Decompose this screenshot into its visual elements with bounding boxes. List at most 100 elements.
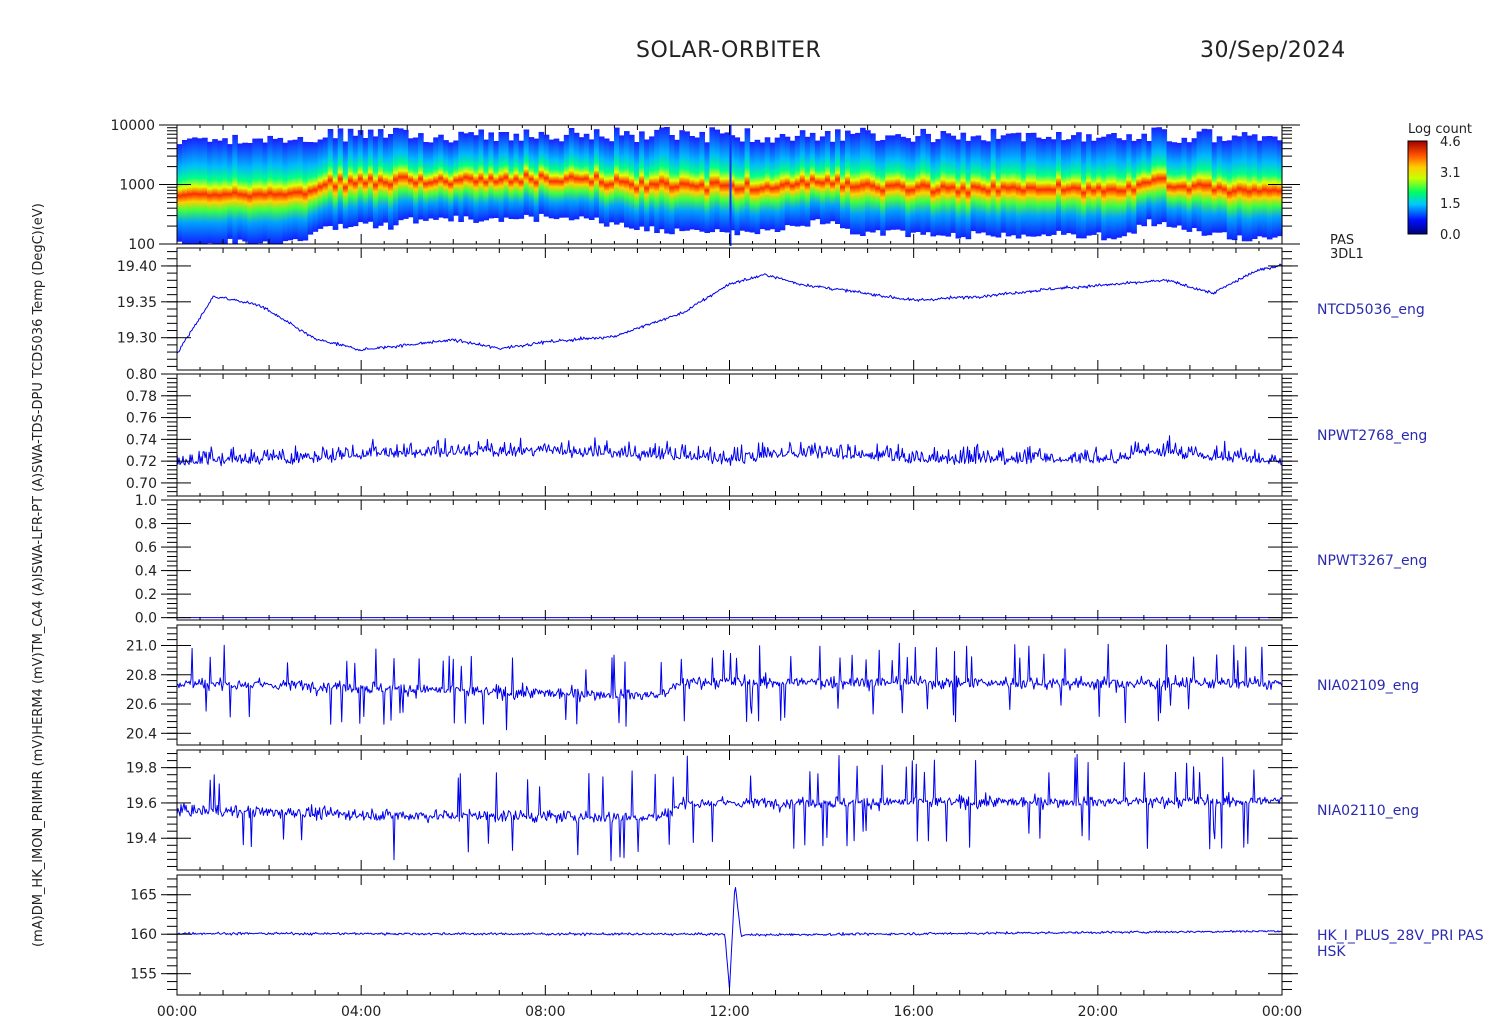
spectrogram-column [523,129,530,215]
spectrogram-column [1005,133,1012,237]
spectrogram-column [187,138,193,244]
spectrogram-column [337,128,344,224]
spectrogram-column [1126,134,1132,233]
x-tick-label: 08:00 [525,1004,565,1020]
spectrogram-column [1191,138,1198,228]
spectrogram-column [1226,140,1233,240]
spectrogram-column [478,129,484,222]
spectrogram-column [428,142,434,219]
spectrogram-column [925,133,931,233]
y-tick-label: 155 [130,967,157,983]
spectrogram-column [1020,141,1027,235]
y-tick-label: 21.0 [126,638,157,654]
spectrogram-column [990,128,997,237]
spectrogram-column [558,141,565,218]
spectrogram-column [900,136,906,231]
series-line-NPWT2768_eng [176,435,1283,467]
spectrogram-column [830,141,836,222]
spectrogram-column [272,138,278,244]
spectrogram-column [729,135,736,231]
spectrogram-column [177,144,183,242]
spectrogram-column [895,134,901,230]
spectrogram-column [1015,132,1022,239]
spectrogram-column [639,131,645,227]
spectrogram-column [649,136,655,227]
spectrogram-column [784,136,791,226]
x-tick-label: 00:00 [1262,1004,1302,1020]
spectrogram-column [217,140,223,244]
y-tick-label: 20.4 [126,726,157,742]
spectrogram-column [609,141,615,223]
spectrogram-column [563,134,570,218]
y-tick-label: 160 [130,927,157,943]
spectrogram-column [593,129,600,218]
spectrogram-column [1166,141,1173,227]
y-tick-label: 19.35 [117,295,157,311]
spectrogram-column [985,141,992,236]
spectrogram-column [669,135,675,235]
spectrogram-column [583,133,590,219]
spectrogram-column [257,138,263,244]
spectrogram-column [1171,142,1178,228]
spectrogram-column [528,137,535,217]
spectrogram-column [1181,137,1188,230]
spectrogram-column [1251,134,1258,239]
spectrogram-column [423,142,429,221]
spectrogram-column [845,130,851,229]
spectrogram-column [267,135,273,244]
spectrogram-column [332,138,339,230]
spectrogram-column [317,139,324,229]
spectrogram-column [307,142,314,235]
y-tick-label: 0.74 [126,432,157,448]
spectrogram-column [1030,132,1037,237]
spectrogram-column [739,141,746,231]
spectrogram-column [433,137,439,220]
series-line-NTCD5036_eng [176,263,1283,354]
spectrogram-column [749,142,756,233]
spectrogram-column [508,140,515,219]
spectrogram-column [1101,136,1107,241]
spectrogram-column [1066,139,1072,234]
colorbar-tick-label: 4.6 [1440,135,1461,150]
y-tick-label: 0.72 [126,454,157,470]
y-tick-label: 0.4 [135,564,157,580]
spectrogram-column [644,139,650,232]
spectrogram-column [910,141,916,233]
spectrogram-column [1010,133,1017,236]
spectrogram-column [1025,133,1032,237]
spectrogram-column [804,136,811,227]
series-label: NIA02110_eng [1317,803,1419,819]
spectrogram-column [1176,142,1183,226]
spectrogram-column [835,129,841,224]
spectrogram-column [388,134,394,230]
spectrogram-column [744,128,751,232]
spectrogram-column [659,127,665,230]
spectrogram-column [875,140,881,231]
y-tick-label: 0.6 [135,540,157,556]
y-tick-label: 20.6 [126,697,157,713]
x-tick-label: 16:00 [893,1004,933,1020]
y-tick-label: 20.8 [126,668,157,684]
left-axis-title: (mA)DM_HK_IMON_PRIMHR (mV)HERM4 (mV)TM_C… [31,203,46,947]
y-tick-label: 0.70 [126,476,157,492]
spectrogram-column [709,127,715,233]
spectrogram-column [277,137,284,244]
y-tick-label: 0.0 [135,611,157,627]
spectrogram-column [935,139,941,236]
spectrogram-column [1241,132,1248,242]
spectrogram-column [513,133,520,220]
spectrogram-column [1116,138,1122,238]
spectrogram-column [905,138,911,238]
spectrogram-column [192,137,198,244]
spectrogram-column [789,140,796,226]
spectrogram-column [1266,136,1273,240]
spectrogram-column [242,142,248,242]
series-line-NIA02109_eng [176,642,1283,731]
y-tick-label: 165 [130,888,157,904]
spectrogram-column [814,140,821,220]
spectrogram-column [614,127,620,225]
spectrogram-column [930,142,936,237]
panel-frame [176,624,1283,746]
spectrogram-column [247,143,253,244]
spectrogram-column [543,134,550,217]
